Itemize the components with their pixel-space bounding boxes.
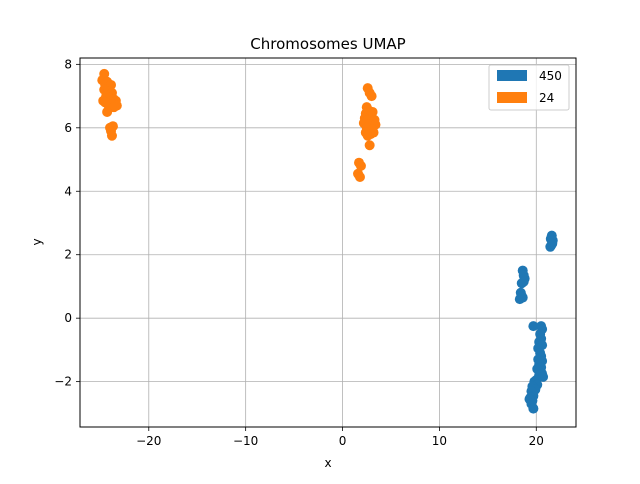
y-tick-label: 0 <box>64 311 72 325</box>
y-tick-label: 2 <box>64 248 72 262</box>
scatter-point-450 <box>517 292 528 303</box>
x-tick-label: 20 <box>529 434 544 448</box>
grid-lines <box>80 58 576 427</box>
legend: 450 24 <box>488 64 570 111</box>
scatter-point-24 <box>354 171 365 182</box>
x-axis-label: x <box>324 456 331 470</box>
scatter-point-450 <box>528 403 539 414</box>
scatter-point-24 <box>364 140 375 151</box>
y-axis-label: y <box>30 238 44 245</box>
x-tick-label: −10 <box>233 434 258 448</box>
scatter-point-450 <box>518 276 529 287</box>
legend-label-450: 450 <box>539 69 562 83</box>
y-tick-label: 8 <box>64 57 72 71</box>
scatter-point-24 <box>102 106 113 117</box>
legend-swatch-24 <box>497 92 527 103</box>
scatter-point-24 <box>106 130 117 141</box>
x-tick-label: 10 <box>432 434 447 448</box>
legend-label-24: 24 <box>539 91 554 105</box>
y-tick-label: −2 <box>54 375 72 389</box>
scatter-point-24 <box>366 91 377 102</box>
x-tick-label: 0 <box>339 434 347 448</box>
scatter-point-24 <box>355 160 366 171</box>
scatter-point-24 <box>362 130 373 141</box>
scatter-points <box>97 68 558 414</box>
scatter-point-450 <box>528 321 539 332</box>
y-tick-label: 4 <box>64 184 72 198</box>
legend-swatch-450 <box>497 70 527 81</box>
scatter-point-450 <box>547 238 558 249</box>
y-tick-label: 6 <box>64 121 72 135</box>
chart-title: Chromosomes UMAP <box>250 35 405 53</box>
x-tick-label: −20 <box>136 434 161 448</box>
plot-frame <box>79 57 577 428</box>
